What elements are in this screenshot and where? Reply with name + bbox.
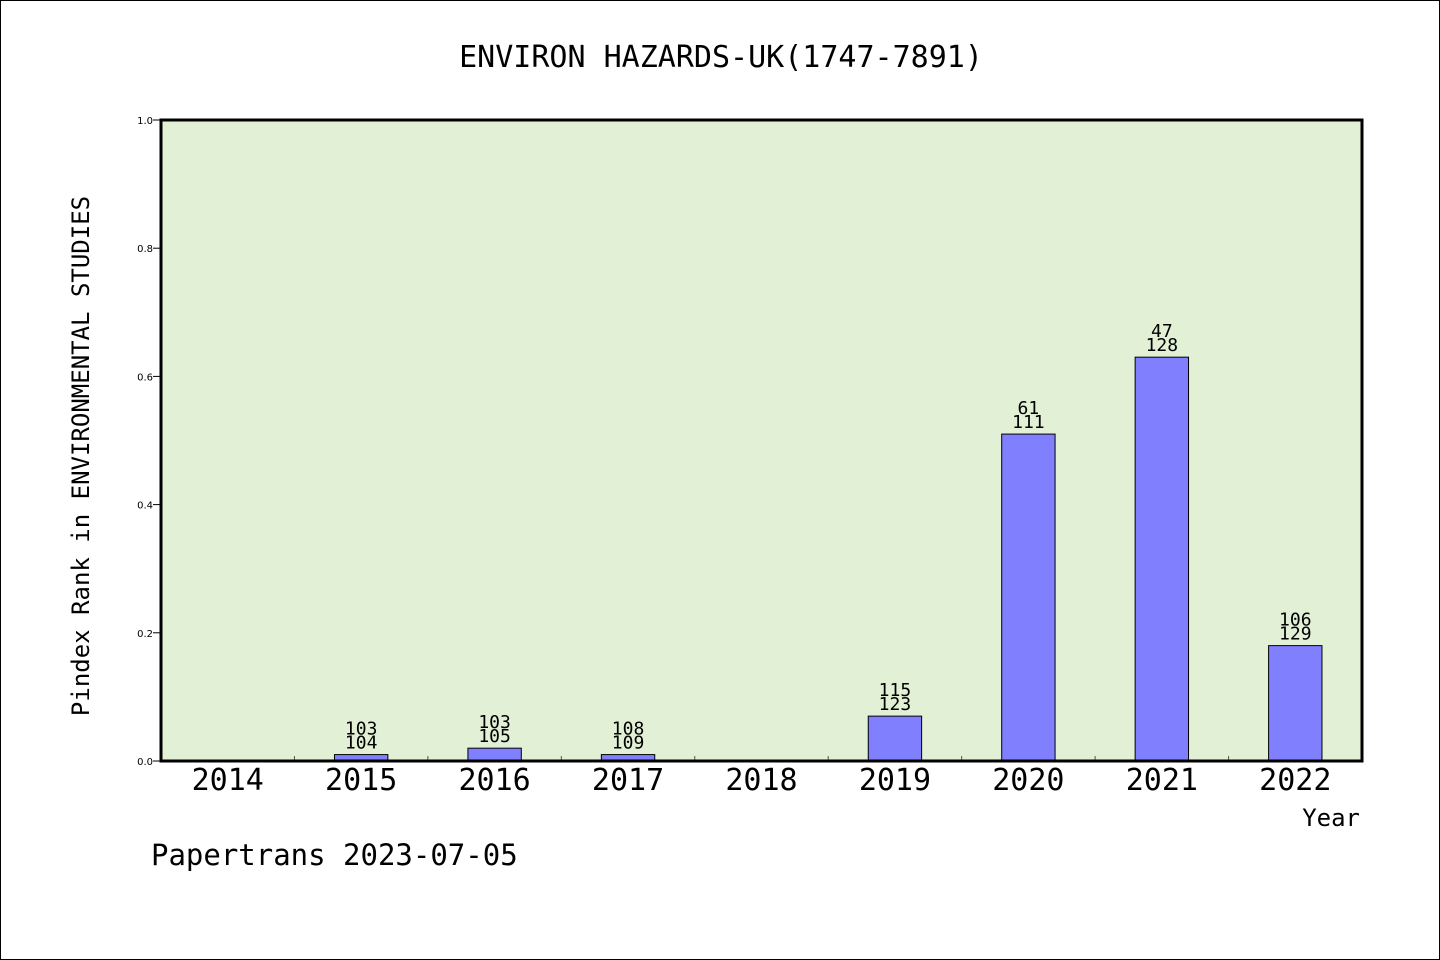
x-tick-label-2016: 2016 <box>458 763 530 798</box>
data-label-bottom-2019: 123 <box>879 694 912 715</box>
data-label-top-2016: 103 <box>478 712 511 733</box>
bar-2022 <box>1268 645 1323 762</box>
x-tick-label-2018: 2018 <box>725 763 797 798</box>
y-axis: 0.0 0.2 0.4 0.6 0.8 1.0 <box>137 116 161 768</box>
data-label-bottom-2017: 109 <box>612 733 645 754</box>
y-axis-label: Pindex Rank in ENVIRONMENTAL STUDIES <box>67 196 95 716</box>
y-tick-label: 0.2 <box>137 629 153 640</box>
y-tick-label: 0.0 <box>137 757 153 768</box>
data-label-top-2019: 115 <box>879 680 912 701</box>
y-tick-label: 0.4 <box>137 501 153 512</box>
data-label-bottom-2021: 128 <box>1146 335 1179 356</box>
data-label-bottom-2020: 111 <box>1012 412 1045 433</box>
data-label-bottom-2016: 105 <box>478 726 511 747</box>
x-axis-label: Year <box>1302 804 1360 832</box>
x-tick-label-2017: 2017 <box>592 763 664 798</box>
bar-2016 <box>467 747 522 762</box>
plot-border <box>159 118 1364 763</box>
y-tick-label: 0.8 <box>137 244 153 255</box>
x-axis: 2014 2015 2016 2017 2018 2019 2020 2021 2022 <box>192 763 1332 798</box>
data-label-top-2020: 61 <box>1018 398 1040 419</box>
bar-2019 <box>867 715 923 762</box>
bar-2020 <box>1001 433 1056 762</box>
data-label-top-2017: 108 <box>612 719 645 740</box>
y-tick-label: 1.0 <box>137 116 153 127</box>
data-label-top-2015: 103 <box>345 719 378 740</box>
data-label-top-2022: 106 <box>1279 610 1312 631</box>
data-label-top-2021: 47 <box>1151 321 1173 342</box>
data-label-bottom-2015: 104 <box>345 733 378 754</box>
chart-title: ENVIRON HAZARDS-UK(1747-7891) <box>459 40 983 75</box>
bars <box>333 356 1323 762</box>
x-tick-label-2019: 2019 <box>859 763 931 798</box>
x-tick-label-2020: 2020 <box>992 763 1064 798</box>
x-tick-label-2021: 2021 <box>1126 763 1198 798</box>
footer-credit: Papertrans 2023-07-05 <box>151 838 518 872</box>
y-tick-label: 0.6 <box>137 372 153 383</box>
x-tick-label-2014: 2014 <box>192 763 264 798</box>
data-label-bottom-2022: 129 <box>1279 624 1312 645</box>
bar-2021 <box>1134 356 1190 762</box>
x-tick-label-2015: 2015 <box>325 763 397 798</box>
x-tick-label-2022: 2022 <box>1259 763 1331 798</box>
